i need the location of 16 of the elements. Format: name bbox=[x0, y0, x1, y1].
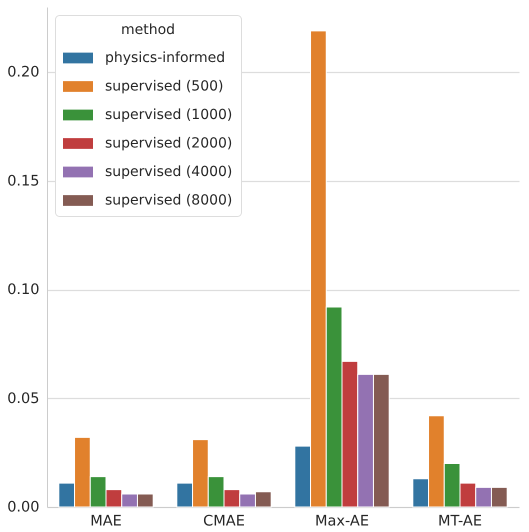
y-tick-label: 0.10 bbox=[7, 282, 40, 298]
legend-label: supervised (2000) bbox=[105, 136, 232, 152]
y-tick-label: 0.20 bbox=[7, 64, 40, 81]
x-tick-label: MT-AE bbox=[438, 514, 482, 530]
legend-label: supervised (8000) bbox=[105, 192, 232, 208]
x-tick-label: Max-AE bbox=[315, 514, 369, 530]
y-tick-label: 0.15 bbox=[7, 173, 40, 190]
legend-label: supervised (4000) bbox=[105, 164, 232, 180]
legend-title: method bbox=[120, 22, 176, 38]
legend-label: physics-informed bbox=[105, 50, 226, 66]
x-tick-label: MAE bbox=[90, 514, 122, 530]
legend-label: supervised (1000) bbox=[105, 107, 232, 123]
legend-label: supervised (500) bbox=[105, 78, 224, 94]
x-tick-label: CMAE bbox=[203, 514, 245, 530]
y-tick-label: 0.05 bbox=[7, 390, 40, 407]
y-tick-label: 0.00 bbox=[7, 500, 40, 516]
